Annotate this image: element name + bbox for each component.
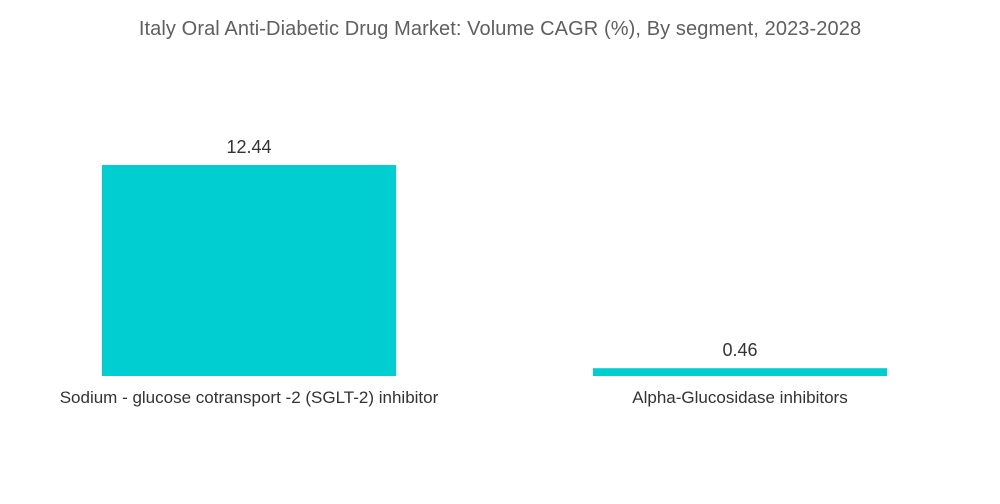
chart-title: Italy Oral Anti-Diabetic Drug Market: Vo… bbox=[138, 18, 862, 40]
category-label-1: Alpha-Glucosidase inhibitors bbox=[632, 388, 847, 407]
value-label-1: 0.46 bbox=[722, 340, 757, 360]
bar-1 bbox=[593, 368, 887, 376]
value-label-0: 12.44 bbox=[226, 137, 271, 157]
bar-0 bbox=[102, 165, 396, 376]
category-label-0: Sodium - glucose cotransport -2 (SGLT-2)… bbox=[60, 388, 439, 407]
